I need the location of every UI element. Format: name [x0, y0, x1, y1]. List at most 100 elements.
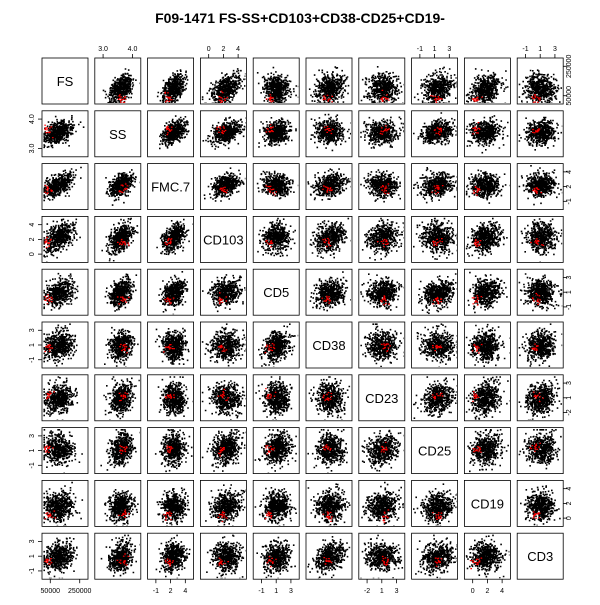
red-points [380, 89, 390, 102]
tick-label: 1 [433, 46, 437, 53]
black-points [465, 534, 510, 579]
scatter-panel-cd3-vs-cd23 [358, 532, 406, 580]
black-points [103, 376, 140, 420]
point-cloud [256, 170, 299, 200]
point-cloud [413, 483, 457, 526]
panel-border [94, 215, 142, 263]
axis-bottom-cd19: 0 2 4 [471, 579, 504, 595]
red-points [472, 186, 481, 196]
diagonal-panel-cd3: CD3 [516, 532, 564, 580]
point-cloud [201, 68, 246, 103]
red-points [432, 344, 443, 352]
panel-border [147, 374, 195, 422]
panel-border [94, 374, 142, 422]
red-points [379, 125, 390, 135]
tick-label: 3.0 [29, 144, 36, 154]
black-points [155, 534, 191, 579]
red-points [266, 556, 277, 568]
black-points [201, 323, 246, 367]
panel-border [252, 110, 300, 158]
axis-right-cd19: 0 2 4 [563, 487, 573, 520]
panel-border [358, 321, 406, 369]
panel-border [94, 110, 142, 158]
red-points [381, 343, 391, 352]
point-cloud [201, 380, 246, 420]
tick-label: -1 [29, 568, 36, 574]
panel-border [94, 268, 142, 316]
black-points [360, 273, 404, 311]
black-points [100, 534, 140, 577]
panel-border [358, 110, 406, 158]
scatter-panel-cd23-vs-cd38 [305, 374, 353, 422]
panel-border [305, 479, 353, 527]
point-cloud [309, 271, 351, 312]
tick-label: 4 [566, 170, 573, 174]
scatter-panel-fs-vs-cd23 [358, 57, 406, 105]
black-points [43, 537, 78, 579]
panel-border [463, 215, 511, 263]
black-points [307, 168, 351, 201]
axis-left-cd38: -1 1 3 [29, 328, 42, 363]
red-points [119, 343, 130, 354]
panel-border [41, 57, 89, 105]
panel-border [199, 110, 247, 158]
variable-label: CD19 [471, 496, 504, 511]
scatter-panel-cd25-vs-cd19 [463, 427, 511, 475]
panel-border [305, 374, 353, 422]
panel-border [516, 321, 564, 369]
black-points [156, 487, 190, 526]
red-points [265, 239, 274, 248]
panel-border [199, 532, 247, 580]
scatter-panel-cd5-vs-cd23 [358, 268, 406, 316]
red-points [473, 239, 482, 247]
tick-label: 4 [236, 46, 240, 53]
black-points [202, 116, 246, 150]
scatter-panel-ss-vs-cd19 [463, 110, 511, 158]
red-points [322, 511, 333, 522]
red-points [264, 343, 276, 354]
red-points [382, 509, 390, 523]
black-points [413, 66, 457, 103]
black-points [43, 272, 79, 311]
panel-border [199, 479, 247, 527]
black-points [518, 165, 563, 206]
scatter-panel-ss-vs-cd3 [516, 110, 564, 158]
red-points [265, 185, 277, 196]
scatter-panel-fs-vs-ss [94, 57, 142, 105]
scatter-panel-cd3-vs-fs [41, 532, 89, 580]
scatter-panel-cd38-vs-fs [41, 321, 89, 369]
diagonal-panel-ss: SS [94, 110, 142, 158]
scatter-panel-cd5-vs-cd103 [199, 268, 247, 316]
point-cloud [156, 69, 189, 103]
scatter-panel-cd103-vs-cd23 [358, 215, 406, 263]
red-points [44, 124, 54, 139]
diagonal-panel-cd103: CD103 [199, 215, 247, 263]
black-points [201, 380, 246, 420]
tick-label: 2 [566, 185, 573, 189]
scatter-panel-cd5-vs-ss [94, 268, 142, 316]
point-cloud [157, 376, 193, 420]
scatter-panel-cd19-vs-cd3 [516, 479, 564, 527]
panel-border [305, 268, 353, 316]
point-cloud [467, 429, 509, 473]
panel-border [463, 163, 511, 211]
scatter-panel-cd3-vs-fmc7 [147, 532, 195, 580]
red-points [471, 295, 483, 306]
point-cloud [100, 534, 140, 577]
scatter-panel-fs-vs-fmc7 [147, 57, 195, 105]
black-points [415, 534, 457, 579]
scatter-panel-cd3-vs-cd5 [252, 532, 300, 580]
variable-label: FS [57, 74, 74, 89]
black-points [413, 483, 457, 526]
panel-border [199, 427, 247, 475]
panel-border [41, 163, 89, 211]
axis-bottom-cd23: -2 1 3 [364, 579, 399, 595]
panel-border [199, 163, 247, 211]
panel-border [358, 57, 406, 105]
point-cloud [310, 113, 351, 152]
panel-border [94, 532, 142, 580]
scatter-panel-cd103-vs-ss [94, 215, 142, 263]
axis-bottom-fmc7: -1 2 4 [153, 579, 187, 595]
point-cloud [156, 487, 190, 526]
red-points [264, 511, 273, 520]
